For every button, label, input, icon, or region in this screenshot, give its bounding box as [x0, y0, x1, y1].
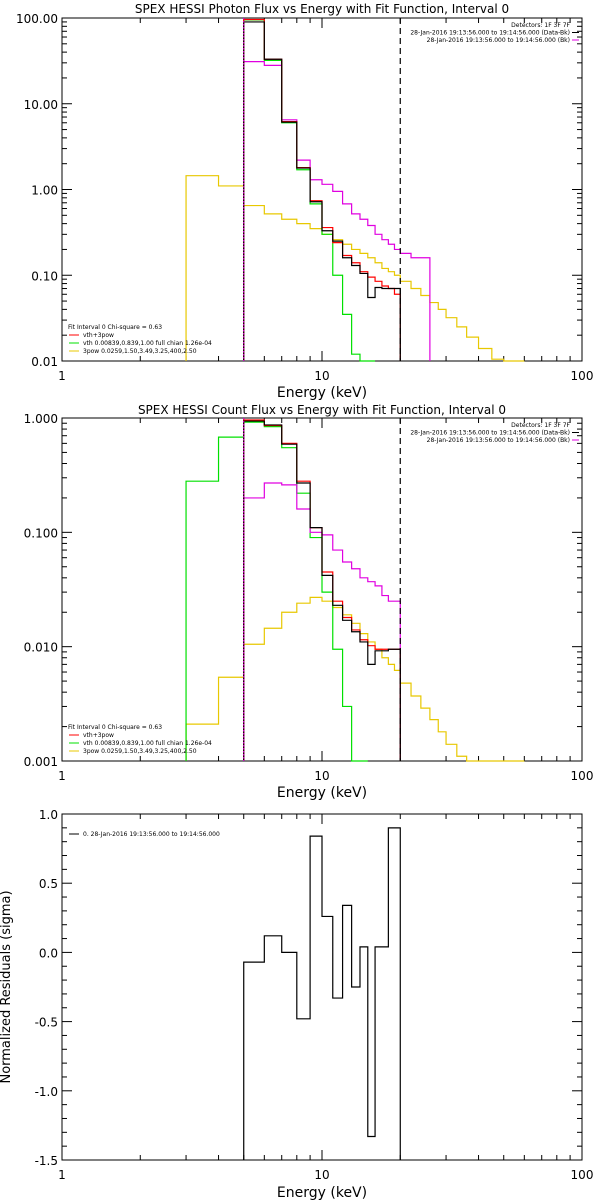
photon-plot-frame — [61, 17, 583, 362]
y-tick-label: 0.001 — [24, 755, 58, 769]
legend-left-entry: 0. 28-Jan-2016 19:13:56.000 to 19:14:56.… — [83, 831, 220, 838]
count-series-layer — [185, 418, 525, 762]
legend-right-entry: 28-Jan-2016 19:13:56.000 to 19:14:56.000… — [427, 37, 570, 44]
residuals-panel: 1 10 100 -1.5 -1.0 -0.5 0.0 0.5 1.0 0. 28-Jan-20… — [0, 808, 593, 1200]
photon-series-layer — [185, 18, 525, 362]
residuals-legend-left: 0. 28-Jan-2016 19:13:56.000 to 19:14:56.… — [69, 831, 220, 838]
photon-flux-panel: SPEX HESSI Photon Flux vs Energy with Fi… — [16, 2, 593, 401]
y-tick-label: -0.5 — [35, 1016, 58, 1030]
legend-left-entry: vth 0.00839,0.839,1.00 full chian 1.26e-… — [83, 740, 212, 747]
series-data-line — [243, 21, 401, 361]
legend-right-entry: 28-Jan-2016 19:13:56.000 to 19:14:56.000… — [410, 30, 570, 37]
y-tick-label: 0.10 — [31, 269, 58, 283]
residuals-series-layer — [243, 827, 401, 1160]
y-tick-label: 0.0 — [39, 946, 58, 960]
photon-chart-title: SPEX HESSI Photon Flux vs Energy with Fi… — [135, 2, 509, 16]
y-tick-label: 1.000 — [24, 412, 58, 426]
y-tick-label: 100.00 — [16, 12, 58, 26]
legend-right-entry: Detectors: 1F 3F 7F — [511, 422, 570, 429]
y-tick-label: 0.100 — [24, 526, 58, 540]
count-x-axis-label: Energy (keV) — [277, 785, 367, 801]
series-bpow-line — [185, 175, 525, 362]
residuals-x-axis-label: Energy (keV) — [277, 1185, 367, 1200]
y-tick-label: -1.5 — [35, 1154, 58, 1168]
y-tick-label: 0.5 — [39, 877, 58, 891]
legend-left-entry: vth 0.00839,0.839,1.00 full chian 1.26e-… — [83, 340, 212, 347]
x-tick-label: 100 — [571, 1168, 594, 1182]
y-tick-label: 0.010 — [24, 641, 58, 655]
series-vth-line — [185, 421, 368, 762]
legend-left-entry: Fit Interval 0 Chi-square = 0.63 — [68, 324, 162, 331]
photon-x-axis-label: Energy (keV) — [277, 385, 367, 401]
y-tick-label: 0.01 — [31, 355, 58, 369]
y-tick-label: 1.00 — [31, 184, 58, 198]
series-bk-line — [243, 482, 401, 761]
y-tick-label: 10.00 — [24, 98, 58, 112]
x-tick-label: 1 — [58, 769, 66, 783]
legend-left-entry: vth+3pow — [83, 332, 114, 339]
x-tick-label: 10 — [314, 769, 329, 783]
series-vth-line — [243, 19, 376, 362]
legend-right-entry: 28-Jan-2016 19:13:56.000 to 19:14:56.000… — [410, 430, 570, 437]
legend-left-entry: 3pow 0.0259,1.50,3.49,3.25,400,2.50 — [83, 748, 197, 755]
legend-left-entry: 3pow 0.0259,1.50,3.49,3.25,400,2.50 — [83, 348, 197, 355]
residuals-axis-ticks: 1 10 100 -1.5 -1.0 -0.5 0.0 0.5 1.0 — [35, 808, 594, 1182]
photon-legend-left: Fit Interval 0 Chi-square = 0.63vth+3pow… — [68, 324, 212, 355]
x-tick-label: 100 — [571, 769, 594, 783]
legend-left-entry: Fit Interval 0 Chi-square = 0.63 — [68, 724, 162, 731]
series-bk-line — [243, 61, 431, 361]
series-data-line — [243, 420, 401, 761]
x-tick-label: 10 — [314, 369, 329, 383]
count-chart-title: SPEX HESSI Count Flux vs Energy with Fit… — [138, 403, 506, 417]
residuals-y-axis-label: Normalized Residuals (sigma) — [0, 890, 14, 1083]
x-tick-label: 1 — [58, 1168, 66, 1182]
series-data-line — [243, 827, 401, 1160]
photon-axis-ticks: 1 10 100 0.01 0.10 1.00 10.00 100.00 — [16, 12, 593, 383]
y-tick-label: -1.0 — [35, 1085, 58, 1099]
series-bpow-line — [185, 596, 525, 762]
legend-left-entry: vth+3pow — [83, 732, 114, 739]
series-total-line — [243, 18, 401, 361]
legend-right-entry: 28-Jan-2016 19:13:56.000 to 19:14:56.000… — [427, 437, 570, 444]
legend-right-entry: Detectors: 1F 3F 7F — [511, 22, 570, 29]
y-tick-label: 1.0 — [39, 808, 58, 822]
count-legend-left: Fit Interval 0 Chi-square = 0.63vth+3pow… — [68, 724, 212, 755]
x-tick-label: 1 — [58, 369, 66, 383]
count-axis-ticks: 1 10 100 0.001 0.010 0.100 1.000 — [24, 412, 594, 783]
x-tick-label: 10 — [314, 1168, 329, 1182]
x-tick-label: 100 — [571, 369, 594, 383]
count-flux-panel: SPEX HESSI Count Flux vs Energy with Fit… — [24, 403, 594, 801]
